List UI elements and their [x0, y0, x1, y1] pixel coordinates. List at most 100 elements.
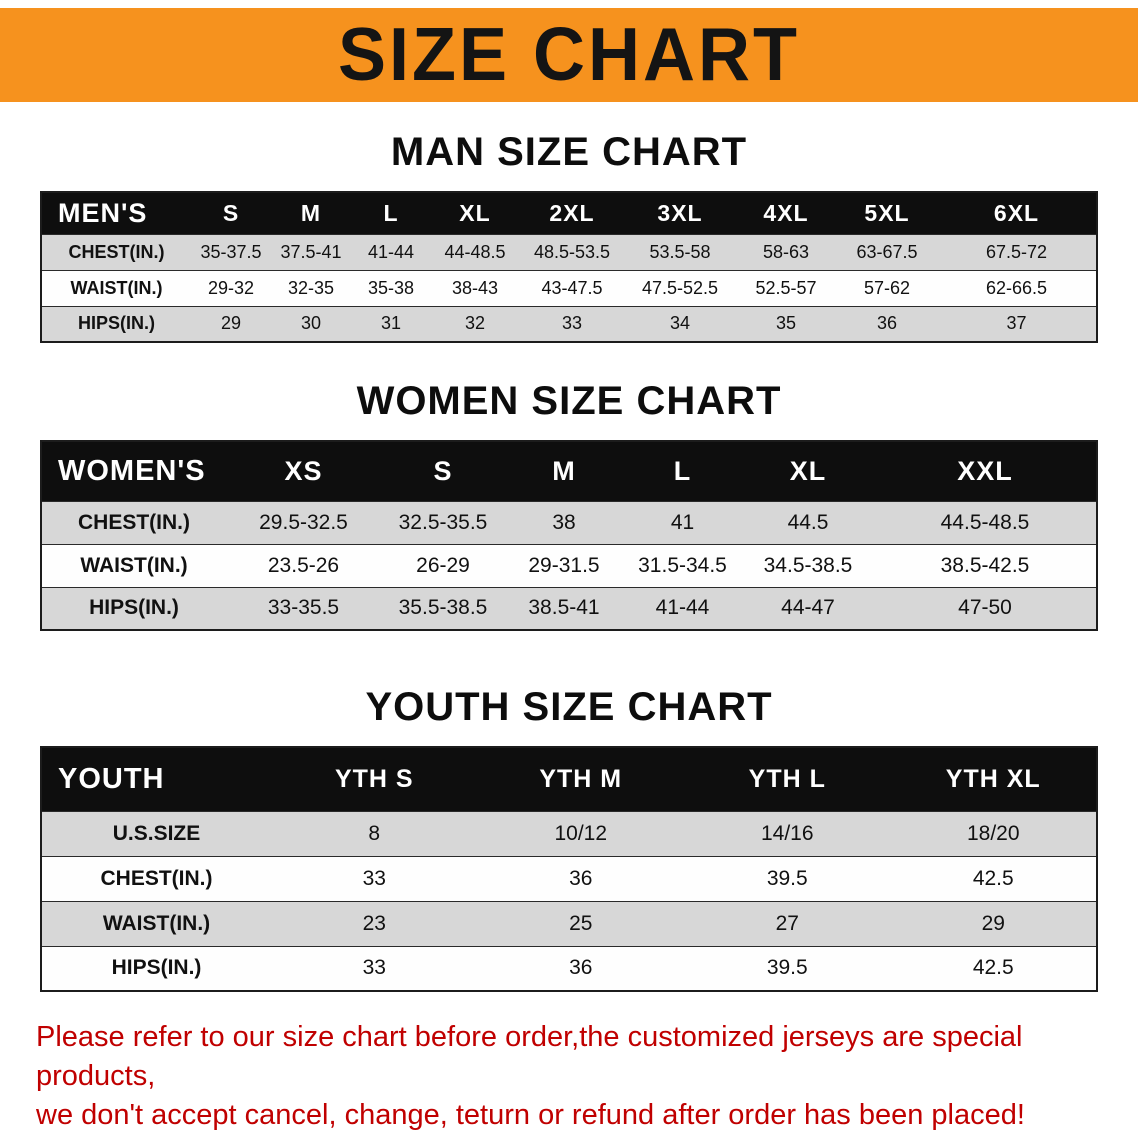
row-label: WAIST(IN.): [102, 911, 211, 935]
men-section: MAN SIZE CHART MEN'S S M L XL 2XL 3XL 4XL 5XL 6XL…: [0, 130, 1138, 343]
table-row: U.S.SIZE 8 10/12 14/16 18/20: [41, 811, 1097, 856]
row-label: WAIST(IN.): [70, 277, 163, 298]
size-value-cell: 23.5-26: [267, 553, 340, 577]
youth-section: YOUTH SIZE CHART YOUTH YTH S YTH M YTH L YTH…: [0, 685, 1138, 992]
size-value-cell: 53.5-58: [649, 241, 711, 262]
row-label: CHEST(IN.): [100, 866, 213, 890]
size-value-cell: 29-31.5: [528, 553, 600, 577]
size-value-cell: 63-67.5: [856, 241, 918, 262]
size-chart-page: SIZE CHART MAN SIZE CHART MEN'S S M L XL 2XL 3…: [0, 8, 1138, 1135]
page-title: SIZE CHART: [338, 13, 800, 97]
table-body: U.S.SIZE 8 10/12 14/16 18/20 CHEST(IN.) 33 36 39…: [41, 811, 1097, 991]
size-value-cell: 37.5-41: [280, 241, 342, 262]
size-value-cell: 31: [380, 313, 402, 334]
size-value-cell: 34: [669, 313, 691, 334]
size-value-cell: 42.5: [972, 956, 1014, 980]
table-row: HIPS(IN.) 33 36 39.5 42.5: [41, 946, 1097, 991]
size-value-cell: 32-35: [287, 277, 335, 298]
size-column-header: 4XL: [735, 192, 837, 234]
size-column-header: M: [271, 192, 351, 234]
size-value-cell: 29.5-32.5: [259, 510, 348, 534]
size-value-cell: 29: [981, 911, 1005, 935]
table-head: YOUTH YTH S YTH M YTH L YTH XL: [41, 747, 1097, 811]
size-value-cell: 26-29: [416, 553, 470, 577]
table-row: HIPS(IN.) 29 30 31 32 33 34 35 36 37: [41, 306, 1097, 342]
size-value-cell: 33: [362, 866, 386, 890]
size-value-cell: 30: [300, 313, 322, 334]
youth-table-wrap: YOUTH YTH S YTH M YTH L YTH XL U.S.SIZE 8 10/12…: [40, 746, 1098, 992]
size-column-header: 2XL: [519, 192, 625, 234]
size-column-header: S: [381, 441, 505, 501]
women-table-wrap: WOMEN'S XS S M L XL XXL CHEST(IN.) 29.5-32.5 32.5…: [40, 440, 1098, 631]
size-value-cell: 39.5: [766, 866, 808, 890]
size-value-cell: 36: [876, 313, 898, 334]
size-column-header: YTH S: [271, 747, 478, 811]
disclaimer-line-1: Please refer to our size chart before or…: [36, 1021, 1023, 1093]
size-value-cell: 58-63: [762, 241, 810, 262]
size-value-cell: 38.5-42.5: [940, 553, 1030, 577]
table-title-cell: YOUTH: [41, 747, 271, 811]
men-table-wrap: MEN'S S M L XL 2XL 3XL 4XL 5XL 6XL CHEST(IN.) 35-37…: [40, 191, 1098, 343]
table-row: WAIST(IN.) 29-32 32-35 35-38 38-43 43-47.5 47.…: [41, 270, 1097, 306]
women-section: WOMEN SIZE CHART WOMEN'S XS S M L XL XXL CHEST(…: [0, 379, 1138, 631]
size-value-cell: 37: [1006, 313, 1027, 334]
size-value-cell: 42.5: [972, 866, 1014, 890]
size-column-header: XS: [226, 441, 381, 501]
table-row: CHEST(IN.) 35-37.5 37.5-41 41-44 44-48.5 48.5…: [41, 234, 1097, 270]
size-value-cell: 47-50: [958, 596, 1012, 620]
size-column-header: L: [623, 441, 742, 501]
size-value-cell: 44-47: [781, 596, 835, 620]
size-value-cell: 33: [362, 956, 386, 980]
size-value-cell: 32.5-35.5: [398, 510, 488, 534]
banner: SIZE CHART: [0, 8, 1138, 102]
row-label: U.S.SIZE: [112, 821, 201, 845]
table-head: WOMEN'S XS S M L XL XXL: [41, 441, 1097, 501]
size-column-header: YTH L: [684, 747, 891, 811]
size-value-cell: 8: [368, 821, 381, 845]
table-header-row: WOMEN'S XS S M L XL XXL: [41, 441, 1097, 501]
table-row: HIPS(IN.) 33-35.5 35.5-38.5 38.5-41 41-44 44-…: [41, 587, 1097, 630]
size-value-cell: 33: [561, 313, 583, 334]
size-value-cell: 57-62: [863, 277, 911, 298]
size-value-cell: 14/16: [760, 821, 814, 845]
size-column-header: 6XL: [937, 192, 1097, 234]
size-value-cell: 35-37.5: [200, 241, 262, 262]
size-column-header: YTH M: [477, 747, 684, 811]
size-value-cell: 31.5-34.5: [638, 553, 727, 577]
size-column-header: XXL: [874, 441, 1097, 501]
size-value-cell: 38: [552, 510, 576, 534]
size-value-cell: 44-48.5: [444, 241, 506, 262]
size-value-cell: 41-44: [367, 241, 415, 262]
row-label: HIPS(IN.): [89, 596, 179, 620]
size-column-header: YTH XL: [890, 747, 1097, 811]
size-value-cell: 62-66.5: [985, 277, 1048, 298]
size-column-header: XL: [742, 441, 874, 501]
table-row: WAIST(IN.) 23.5-26 26-29 29-31.5 31.5-34.5 34…: [41, 544, 1097, 587]
table-row: CHEST(IN.) 33 36 39.5 42.5: [41, 856, 1097, 901]
disclaimer: Please refer to our size chart before or…: [36, 1018, 1102, 1135]
table-title-cell: MEN'S: [41, 192, 191, 234]
youth-size-table: YOUTH YTH S YTH M YTH L YTH XL U.S.SIZE 8 10/12…: [40, 746, 1098, 992]
table-body: CHEST(IN.) 35-37.5 37.5-41 41-44 44-48.5 48.5…: [41, 234, 1097, 342]
size-value-cell: 47.5-52.5: [641, 277, 719, 298]
table-row: WAIST(IN.) 23 25 27 29: [41, 901, 1097, 946]
size-column-header: S: [191, 192, 271, 234]
size-value-cell: 23: [362, 911, 386, 935]
size-value-cell: 25: [569, 911, 593, 935]
table-row: CHEST(IN.) 29.5-32.5 32.5-35.5 38 41 44.5 44.5…: [41, 501, 1097, 544]
size-value-cell: 39.5: [766, 956, 808, 980]
size-column-header: L: [351, 192, 431, 234]
size-value-cell: 29-32: [207, 277, 255, 298]
women-section-heading: WOMEN SIZE CHART: [356, 379, 782, 423]
row-label: HIPS(IN.): [77, 313, 155, 334]
size-value-cell: 41-44: [655, 596, 710, 620]
size-value-cell: 43-47.5: [541, 277, 603, 298]
size-value-cell: 35: [775, 313, 797, 334]
women-size-table: WOMEN'S XS S M L XL XXL CHEST(IN.) 29.5-32.5 32.5…: [40, 440, 1098, 631]
table-header-row: YOUTH YTH S YTH M YTH L YTH XL: [41, 747, 1097, 811]
size-value-cell: 48.5-53.5: [533, 241, 611, 262]
size-value-cell: 67.5-72: [985, 241, 1048, 262]
size-value-cell: 52.5-57: [755, 277, 817, 298]
size-value-cell: 27: [775, 911, 799, 935]
size-value-cell: 32: [464, 313, 486, 334]
